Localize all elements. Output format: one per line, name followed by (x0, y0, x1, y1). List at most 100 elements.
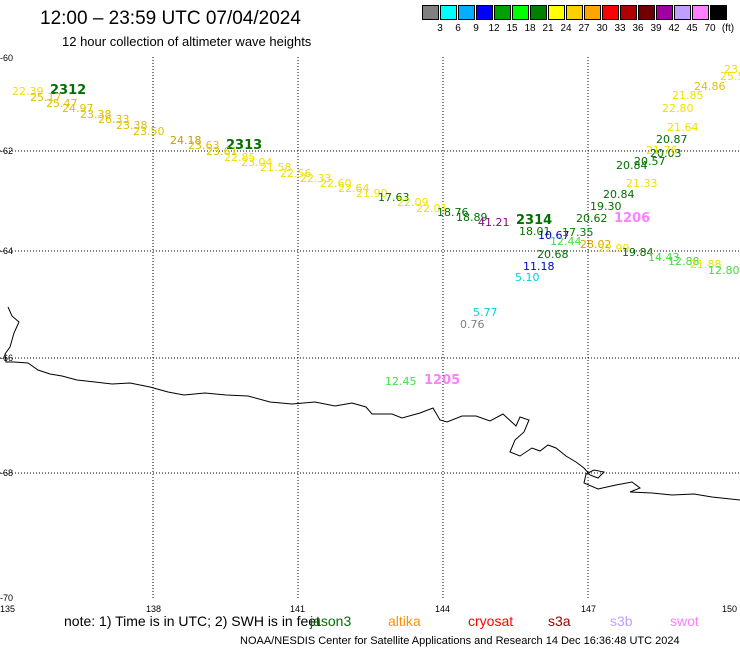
wave-height-reading: 20.03 (650, 147, 682, 160)
wave-height-reading: 22.09 (397, 196, 429, 209)
wave-height-reading: 22.33 (300, 172, 332, 185)
wave-height-reading: 23.50 (133, 125, 165, 138)
colorbar-tick: 39 (650, 23, 662, 34)
colorbar-swatch (440, 5, 457, 20)
wave-height-reading: 20.68 (537, 248, 569, 261)
wave-height-reading: 21.33 (626, 177, 658, 190)
wave-height-reading: 12.88 (668, 255, 700, 268)
colorbar-tick: 9 (473, 23, 479, 34)
latitude-label: -60 (0, 53, 14, 63)
graticule (0, 57, 740, 600)
latitude-label: -64 (0, 246, 14, 256)
satellite-legend-item: swot (670, 613, 699, 629)
colorbar-swatch (656, 5, 673, 20)
map-subtitle: 12 hour collection of altimeter wave hei… (62, 34, 312, 49)
colorbar-swatch (566, 5, 583, 20)
wave-height-reading: 23.63 (188, 139, 220, 152)
track-number: 2313 (226, 138, 263, 153)
colorbar-tick: 15 (506, 23, 518, 34)
wave-height-reading: 23.61 (206, 145, 238, 158)
colorbar-swatch (476, 5, 493, 20)
colorbar-swatch (674, 5, 691, 20)
wave-height-reading: 10.67 (538, 229, 570, 242)
wave-height-reading: 22.39 (12, 85, 44, 98)
colorbar-tick: 18 (524, 23, 536, 34)
wave-height-reading: 19.84 (622, 246, 654, 259)
longitude-label: 138 (146, 604, 162, 614)
latitude-label: -66 (0, 353, 14, 363)
wave-height-reading: 23 (724, 63, 738, 76)
colorbar-swatch (548, 5, 565, 20)
satellite-legend-item: s3a (548, 613, 571, 629)
wave-height-reading: 20.57 (634, 155, 666, 168)
wave-height-reading: 22.56 (280, 167, 312, 180)
longitude-label: 150 (722, 604, 738, 614)
wave-height-reading: 20.84 (616, 159, 648, 172)
wave-height-reading: 18.01 (519, 225, 551, 238)
wave-height-reading: 12.45 (385, 375, 417, 388)
colorbar-tick: 12 (488, 23, 500, 34)
wave-height-reading: 25.47 (46, 97, 78, 110)
colorbar-swatch (692, 5, 709, 20)
wave-height-reading: 5.77 (473, 306, 498, 319)
wave-height-reading: 23.38 (80, 108, 112, 121)
satellite-legend-item: jason3 (310, 613, 352, 629)
wave-height-reading: 21.85 (672, 89, 704, 102)
colorbar-tick: 27 (578, 23, 590, 34)
satellite-legend-item: cryosat (468, 613, 514, 629)
track-number: 2312 (50, 83, 87, 98)
colorbar-tick: 21 (542, 23, 554, 34)
credit-footer: NOAA/NESDIS Center for Satellite Applica… (240, 635, 680, 647)
longitude-label: 141 (290, 604, 306, 614)
wave-height-reading: 24.18 (170, 134, 202, 147)
latitude-label: -62 (0, 146, 14, 156)
wave-height-reading: 17.63 (378, 191, 410, 204)
satellite-legend-item: s3b (610, 613, 633, 629)
track-number: 1205 (424, 373, 461, 388)
colorbar-swatch (602, 5, 619, 20)
wave-height-reading: 24.86 (694, 80, 726, 93)
longitude-label: 144 (435, 604, 451, 614)
colorbar-tick: 3 (437, 23, 443, 34)
wave-height-reading: 11.18 (523, 260, 555, 273)
colorbar-tick: 45 (686, 23, 698, 34)
colorbar-swatch (422, 5, 439, 20)
colorbar-tick: 42 (668, 23, 680, 34)
wave-height-reading: 20.84 (603, 188, 635, 201)
wave-height-reading: 22.99 (598, 242, 630, 255)
wave-height-reading: 25.17 (30, 91, 62, 104)
colorbar-tick: 24 (560, 23, 572, 34)
wave-height-reading: 19.30 (590, 200, 622, 213)
wave-height-reading: 26.33 (98, 113, 130, 126)
colorbar-tick: 33 (614, 23, 626, 34)
wave-height-reading: 18.89 (456, 211, 488, 224)
latitude-label: -70 (0, 593, 14, 603)
colorbar-tick: 36 (632, 23, 644, 34)
colorbar-swatch (638, 5, 655, 20)
wave-height-reading: 25.5 (720, 70, 740, 83)
wave-height-reading: 17.35 (562, 226, 594, 239)
colorbar-swatch (710, 5, 727, 20)
track-number: 1206 (614, 211, 651, 226)
units-note: note: 1) Time is in UTC; 2) SWH is in fe… (64, 613, 320, 629)
colorbar-swatch (458, 5, 475, 20)
wave-height-reading: 18.76 (437, 206, 469, 219)
latitude-label: -68 (0, 468, 14, 478)
wave-height-reading: 23.38 (116, 119, 148, 132)
wave-height-reading: 22.80 (662, 102, 694, 115)
wave-height-reading: 20.62 (576, 212, 608, 225)
wave-height-reading: 23.04 (241, 156, 273, 169)
satellite-legend-item: altika (388, 613, 421, 629)
colorbar-swatch (530, 5, 547, 20)
colorbar-tick: 30 (596, 23, 608, 34)
antarctic-coastline (4, 306, 740, 501)
colorbar-swatch (494, 5, 511, 20)
wave-height-reading: 24.97 (62, 102, 94, 115)
wave-height-reading: 12.80 (708, 264, 740, 277)
wave-height-reading: 21.58 (260, 161, 292, 174)
wave-height-reading: 12.44 (550, 235, 582, 248)
wave-height-reading: 22.64 (338, 182, 370, 195)
longitude-label: 135 (0, 604, 16, 614)
wave-height-reading: 0.76 (460, 318, 485, 331)
colorbar-swatch (512, 5, 529, 20)
